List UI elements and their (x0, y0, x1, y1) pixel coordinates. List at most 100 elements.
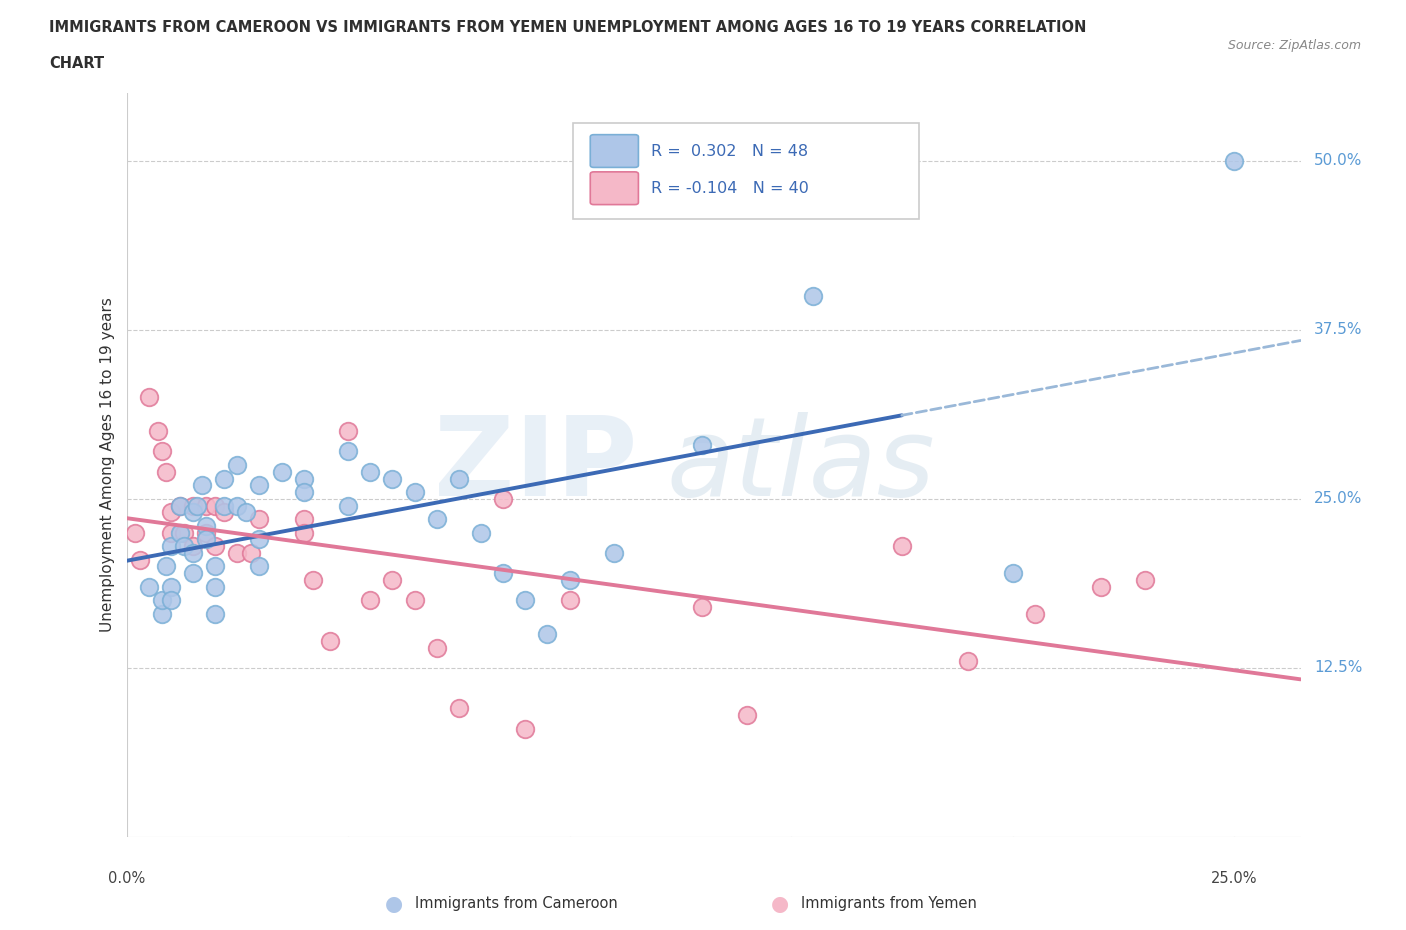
FancyBboxPatch shape (572, 123, 920, 219)
Point (195, 498, 218, 513)
Point (426, 512, 449, 526)
Text: 50.0%: 50.0% (1313, 153, 1362, 168)
Point (292, 512, 315, 526)
Point (204, 579, 226, 594)
Point (447, 472, 470, 486)
Point (181, 505, 204, 520)
Point (150, 606, 173, 621)
Point (381, 573, 404, 588)
Point (359, 464, 381, 479)
Text: 25.0%: 25.0% (1313, 491, 1362, 506)
Point (124, 525, 146, 540)
Point (381, 472, 404, 486)
Point (957, 654, 980, 669)
Point (492, 565, 515, 580)
Point (239, 546, 262, 561)
Text: R = -0.104   N = 40: R = -0.104 N = 40 (651, 180, 810, 195)
Point (226, 458, 249, 472)
Text: 37.5%: 37.5% (1313, 322, 1362, 338)
Point (1090, 579, 1112, 594)
Point (195, 518, 218, 533)
Point (301, 573, 323, 588)
Point (128, 552, 150, 567)
Text: IMMIGRANTS FROM CAMEROON VS IMMIGRANTS FROM YEMEN UNEMPLOYMENT AMONG AGES 16 TO : IMMIGRANTS FROM CAMEROON VS IMMIGRANTS F… (49, 20, 1087, 35)
Point (270, 464, 292, 479)
Point (160, 538, 183, 553)
Point (1024, 606, 1046, 621)
FancyBboxPatch shape (591, 135, 638, 167)
Point (226, 498, 249, 513)
Point (169, 525, 191, 540)
Text: Immigrants from Yemen: Immigrants from Yemen (801, 897, 977, 911)
Point (558, 573, 581, 588)
Text: 0.0%: 0.0% (108, 870, 145, 885)
FancyBboxPatch shape (591, 172, 638, 205)
Point (195, 532, 218, 547)
Point (1001, 565, 1024, 580)
Point (337, 498, 360, 513)
Text: ●: ● (772, 894, 789, 914)
Point (173, 525, 195, 540)
Point (181, 565, 204, 580)
Point (249, 559, 271, 574)
Point (169, 498, 191, 513)
Text: atlas: atlas (666, 411, 935, 519)
Point (150, 592, 173, 607)
Point (204, 559, 226, 574)
Point (536, 627, 558, 642)
Point (160, 579, 183, 594)
Point (173, 538, 195, 553)
Point (186, 498, 208, 513)
Point (181, 498, 204, 513)
Text: CHART: CHART (49, 56, 104, 71)
Point (150, 444, 173, 458)
Point (1135, 573, 1157, 588)
Point (359, 592, 381, 607)
Point (292, 472, 315, 486)
Point (404, 592, 426, 607)
Point (249, 532, 271, 547)
Text: Source: ZipAtlas.com: Source: ZipAtlas.com (1227, 39, 1361, 52)
Point (204, 606, 226, 621)
Text: R =  0.302   N = 48: R = 0.302 N = 48 (651, 143, 808, 158)
Point (890, 538, 912, 553)
Point (319, 633, 342, 648)
Point (169, 498, 191, 513)
Point (138, 390, 160, 405)
Point (515, 592, 537, 607)
Point (181, 546, 204, 561)
Y-axis label: Unemployment Among Ages 16 to 19 years: Unemployment Among Ages 16 to 19 years (100, 298, 115, 632)
Point (155, 559, 177, 574)
Text: Immigrants from Cameroon: Immigrants from Cameroon (415, 897, 617, 911)
Point (603, 546, 626, 561)
Point (1223, 153, 1246, 168)
Point (204, 538, 226, 553)
Point (249, 512, 271, 526)
Point (226, 546, 249, 561)
Point (146, 424, 169, 439)
Point (337, 424, 360, 439)
Point (692, 437, 714, 452)
Point (191, 478, 214, 493)
Point (292, 485, 315, 499)
Point (212, 505, 235, 520)
Point (235, 505, 257, 520)
Point (212, 472, 235, 486)
Text: ZIP: ZIP (434, 411, 637, 519)
Point (735, 708, 758, 723)
Point (470, 525, 492, 540)
Point (160, 505, 183, 520)
Point (426, 640, 449, 655)
Point (204, 498, 226, 513)
Point (492, 491, 515, 506)
Point (195, 525, 218, 540)
Point (558, 592, 581, 607)
Point (337, 444, 360, 458)
Point (138, 579, 160, 594)
Text: 12.5%: 12.5% (1313, 660, 1362, 675)
Point (801, 288, 824, 303)
Point (292, 525, 315, 540)
Point (692, 600, 714, 615)
Point (249, 478, 271, 493)
Text: 25.0%: 25.0% (1211, 870, 1257, 885)
